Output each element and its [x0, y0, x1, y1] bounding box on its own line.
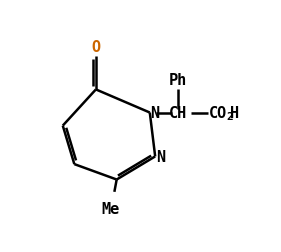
Text: 2: 2 [226, 112, 233, 122]
Text: N: N [156, 149, 165, 164]
Text: Ph: Ph [169, 73, 187, 88]
Text: N: N [151, 106, 160, 120]
Text: CH: CH [169, 106, 187, 120]
Text: CO: CO [209, 106, 227, 120]
Text: H: H [230, 106, 239, 120]
Text: O: O [91, 40, 100, 55]
Text: Me: Me [101, 201, 120, 216]
